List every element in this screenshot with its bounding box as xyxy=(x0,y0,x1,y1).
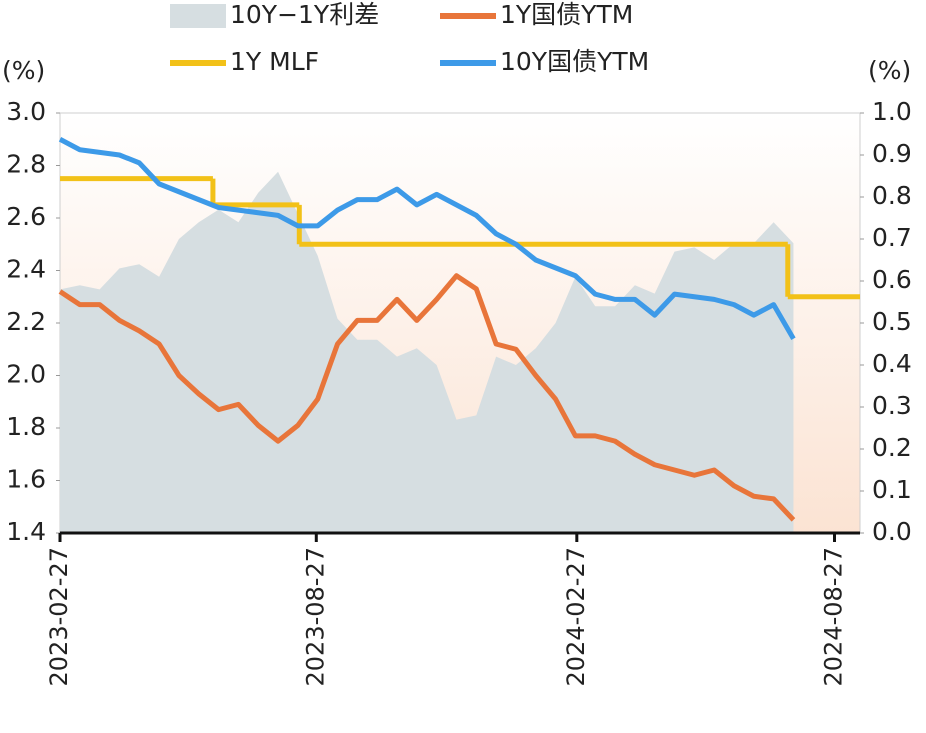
y2-tick-label: 0.9 xyxy=(872,139,912,168)
y-tick-label: 2.0 xyxy=(6,360,46,389)
y-unit: (%) xyxy=(2,56,45,85)
legend-swatch xyxy=(170,4,226,28)
legend: 10Y−1Y利差 1Y国债YTM 1Y MLF 10Y国债YTM xyxy=(170,0,649,76)
y-tick-label: 2.6 xyxy=(6,202,46,231)
x-tick-label: 2024-08-27 xyxy=(820,547,848,686)
y2-tick-label: 0.2 xyxy=(872,433,912,462)
legend-label: 10Y国债YTM xyxy=(500,47,649,76)
y-tick-label: 1.8 xyxy=(6,412,46,441)
y-tick-label: 1.4 xyxy=(6,517,46,546)
x-tick-label: 2023-02-27 xyxy=(45,547,73,686)
y2-tick-label: 0.1 xyxy=(872,475,912,504)
spread-area xyxy=(60,171,794,534)
y2-tick-label: 0.8 xyxy=(872,181,912,210)
y-tick-label: 2.4 xyxy=(6,255,46,284)
y2-tick-label: 0.4 xyxy=(872,349,912,378)
series-line xyxy=(58,137,796,341)
y2-tick-label: 0.3 xyxy=(872,391,912,420)
y2-tick-label: 0.7 xyxy=(872,223,912,252)
legend-label: 1Y国债YTM xyxy=(500,0,633,29)
series-line xyxy=(58,273,796,522)
y2-tick-label: 0.5 xyxy=(872,307,912,336)
y-tick-label: 2.2 xyxy=(6,307,46,336)
legend-label: 10Y−1Y利差 xyxy=(230,0,379,29)
y-tick-label: 3.0 xyxy=(6,97,46,126)
y-tick-label: 2.8 xyxy=(6,150,46,179)
y2-unit: (%) xyxy=(868,56,911,85)
legend-label: 1Y MLF xyxy=(230,47,319,76)
x-tick-label: 2024-02-27 xyxy=(562,547,590,686)
y2-tick-label: 0.0 xyxy=(872,517,912,546)
x-tick-label: 2023-08-27 xyxy=(301,547,329,686)
y-tick-label: 1.6 xyxy=(6,465,46,494)
y2-tick-label: 0.6 xyxy=(872,265,912,294)
y2-tick-label: 1.0 xyxy=(872,97,912,126)
